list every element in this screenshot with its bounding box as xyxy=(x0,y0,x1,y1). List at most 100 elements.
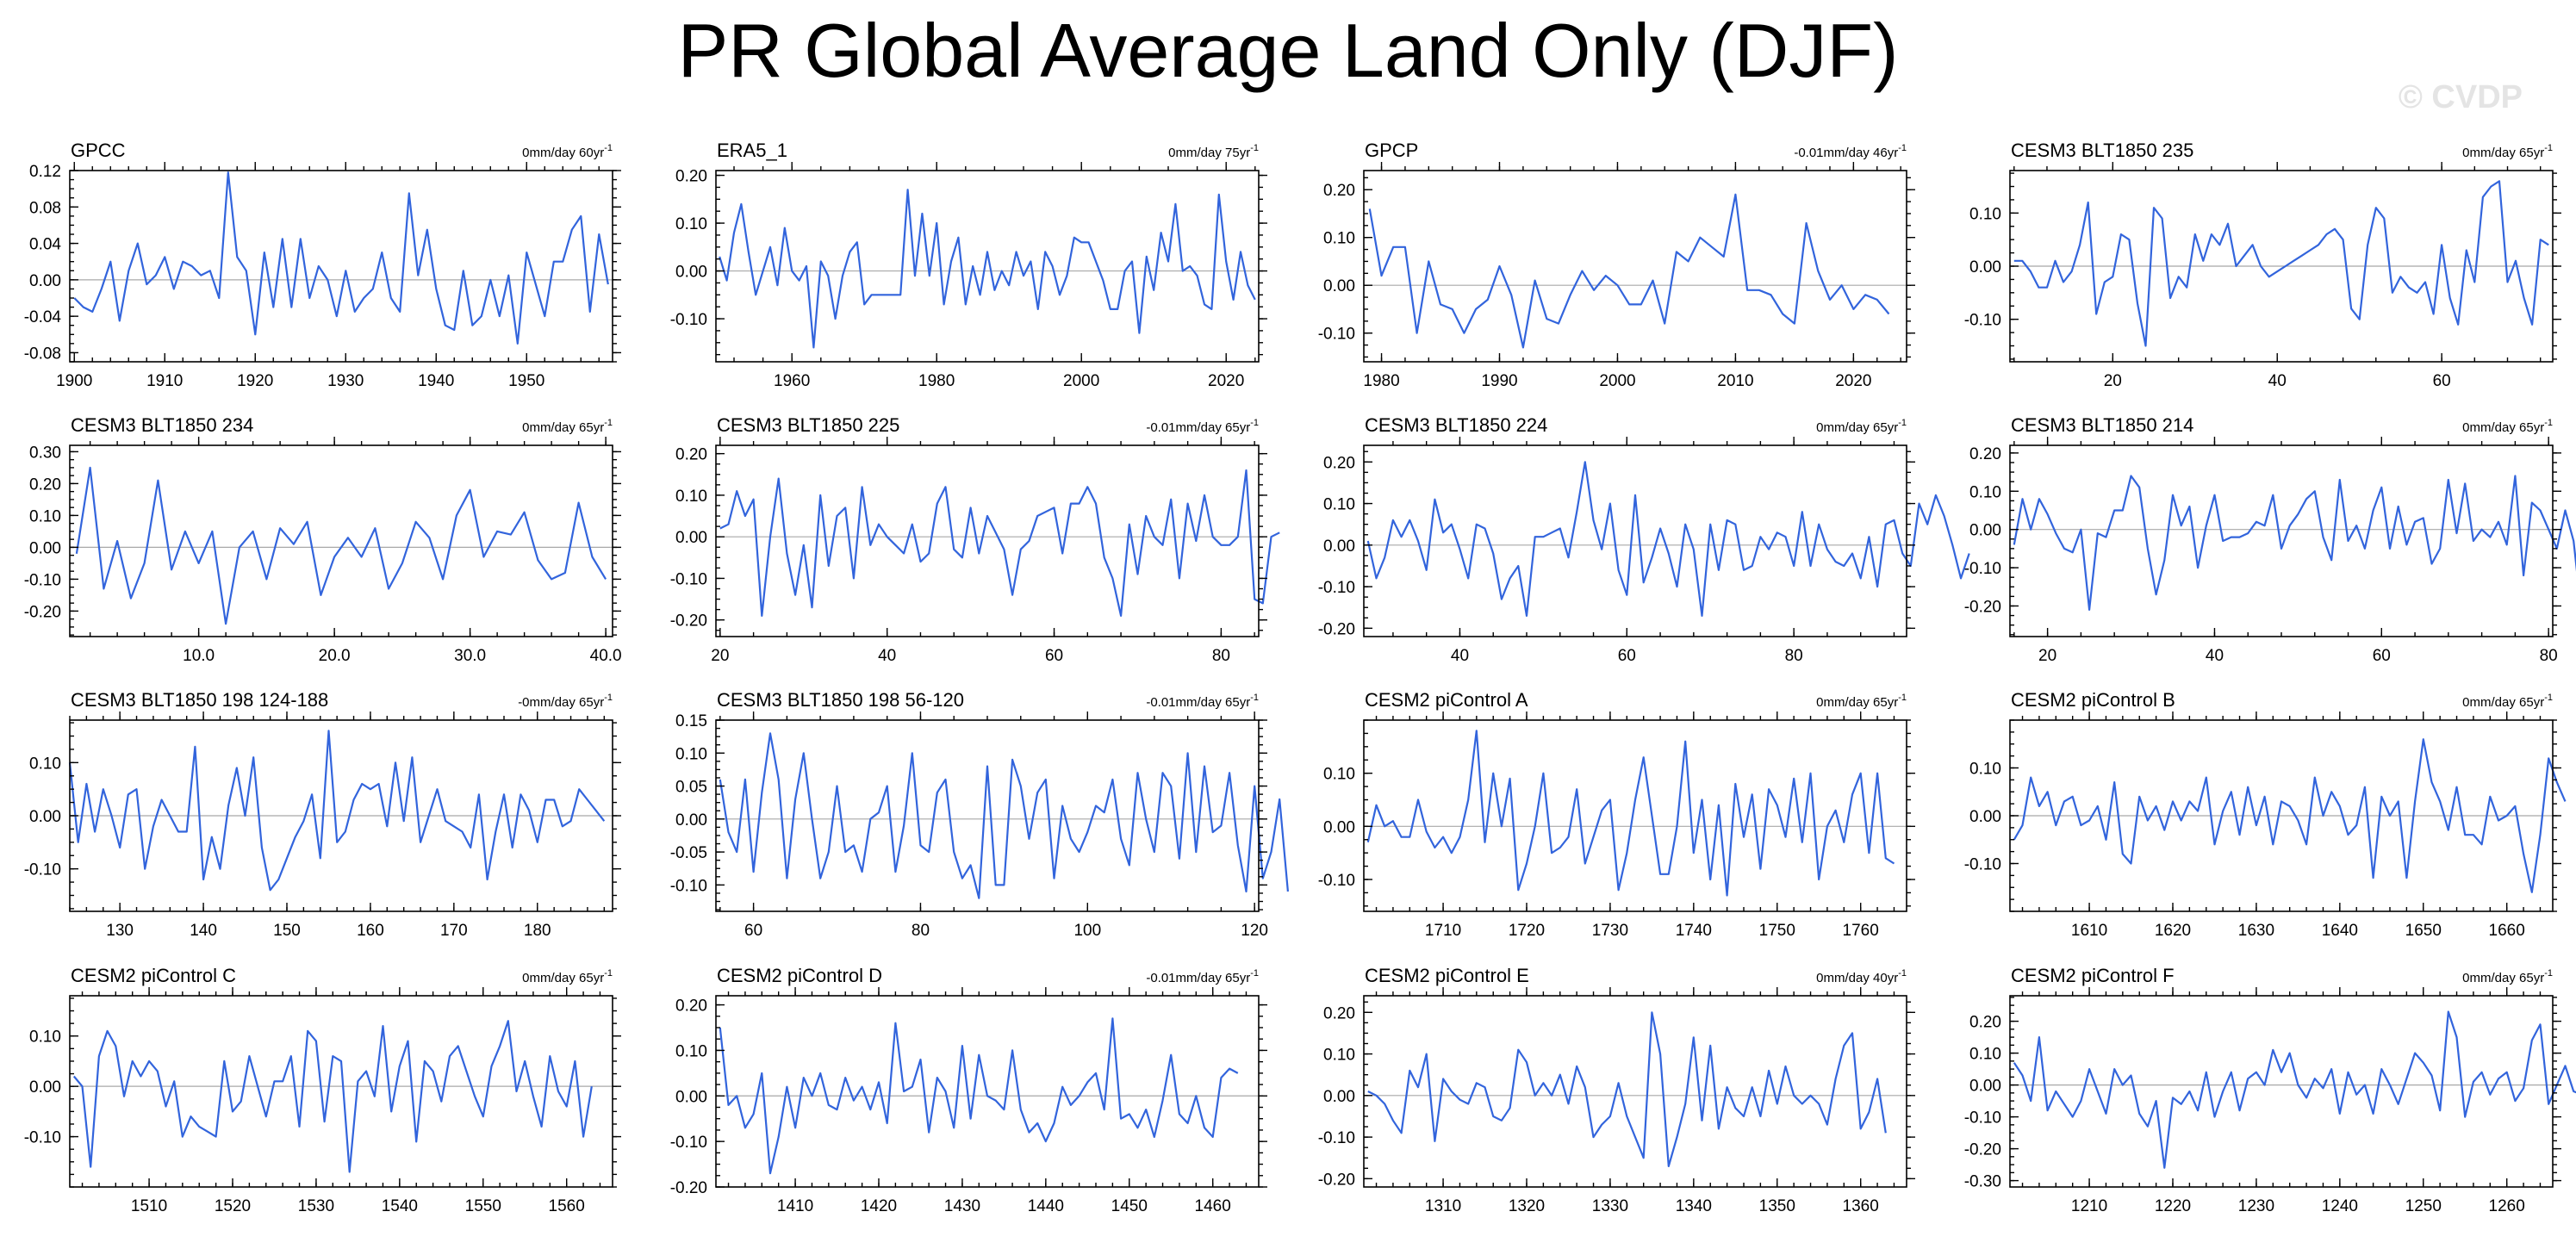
series-line xyxy=(2013,738,2567,893)
y-tick-label: -0.10 xyxy=(1964,1109,2001,1128)
panel-title: ERA5_1 xyxy=(717,140,787,161)
x-tick-label: 1350 xyxy=(1759,1197,1795,1215)
x-tick-label: 60 xyxy=(744,922,762,940)
y-tick-label: 0.00 xyxy=(675,1088,707,1106)
x-tick-label: 1260 xyxy=(2489,1197,2525,1215)
y-tick-label: 0.00 xyxy=(1969,1078,2001,1096)
x-tick-label: 60 xyxy=(2373,647,2391,665)
y-tick-label: 0.20 xyxy=(1323,1004,1355,1022)
axis-frame xyxy=(715,719,1260,912)
y-tick-label: 0.00 xyxy=(1323,1088,1355,1106)
panel: -0.10 0.00 0.10 0.20 1980 1990 2000 2010 2020 GPC… xyxy=(1318,140,1915,390)
x-tick-label: 180 xyxy=(524,922,551,940)
y-tick-label: -0.05 xyxy=(670,844,707,862)
x-tick-label: 80 xyxy=(2540,647,2558,665)
x-tick-label: 1990 xyxy=(1481,372,1517,390)
x-tick-label: 1730 xyxy=(1592,922,1628,940)
series-line xyxy=(75,466,607,625)
trend-value: -0.01mm/day 65yr xyxy=(1146,971,1250,985)
panel-title: CESM3 BLT1850 214 xyxy=(2011,414,2193,436)
y-tick-label: -0.10 xyxy=(24,1129,61,1147)
y-tick-label: -0.10 xyxy=(670,877,707,895)
x-tick-label: 40.0 xyxy=(590,647,622,665)
x-tick-label: 1920 xyxy=(237,372,273,390)
panel: -0.10 0.00 0.10 130 140 150 160 170 180 CESM3 BLT… xyxy=(24,689,621,940)
x-tick-label: 1940 xyxy=(418,372,454,390)
axis-frame xyxy=(69,444,613,637)
trend-unit-exponent: -1 xyxy=(1898,418,1907,428)
y-tick-label: 0.00 xyxy=(1323,818,1355,836)
y-tick-label: -0.10 xyxy=(24,571,61,589)
y-tick-label: 0.10 xyxy=(29,755,61,773)
x-tick-label: 1330 xyxy=(1592,1197,1628,1215)
y-tick-label: 0.00 xyxy=(675,811,707,830)
panel: -0.20 -0.10 0.00 0.10 0.20 1310 1320 1330 1340 13… xyxy=(1318,965,1915,1215)
y-tick-label: 0.20 xyxy=(1969,445,2001,463)
panel: -0.08 -0.04 0.00 0.04 0.08 0.12 1900 1910 1920 19… xyxy=(24,140,621,390)
y-tick-label: -0.10 xyxy=(1964,560,2001,578)
trend-unit-exponent: -1 xyxy=(2544,968,2553,979)
y-tick-label: 0.00 xyxy=(29,1078,61,1097)
series-line xyxy=(2013,180,2549,347)
y-tick-label: 0.12 xyxy=(29,163,61,181)
panel: -0.10 0.00 0.10 1710 1720 1730 1740 1750 1760 CES… xyxy=(1318,689,1915,940)
panel: -0.10 0.00 0.10 0.20 1960 1980 2000 2020 ERA5_1 0… xyxy=(670,140,1267,390)
y-tick-label: 0.20 xyxy=(675,997,707,1016)
y-tick-label: 0.20 xyxy=(1969,1014,2001,1032)
panel-title: CESM2 piControl D xyxy=(717,965,882,986)
x-tick-label: 1230 xyxy=(2238,1197,2274,1215)
x-tick-label: 2020 xyxy=(1835,372,1871,390)
axis-frame xyxy=(69,995,613,1188)
trend-value: 0mm/day 65yr xyxy=(1816,420,1898,435)
series-line xyxy=(1367,1011,1887,1168)
y-tick-label: 0.15 xyxy=(675,712,707,730)
panel-title: GPCP xyxy=(1365,140,1418,161)
x-tick-label: 1410 xyxy=(777,1197,813,1215)
trend-label: -0.01mm/day 65yr-1 xyxy=(1146,693,1259,710)
panel-title: CESM3 BLT1850 224 xyxy=(1365,414,1547,436)
panel-title: GPCC xyxy=(71,140,126,161)
y-tick-label: -0.10 xyxy=(1318,326,1355,344)
y-tick-label: 0.20 xyxy=(29,475,61,494)
y-tick-label: 0.00 xyxy=(29,539,61,557)
y-tick-label: 0.00 xyxy=(29,808,61,826)
trend-label: 0mm/day 65yr-1 xyxy=(1816,418,1907,435)
trend-unit-exponent: -1 xyxy=(604,968,613,979)
x-tick-label: 60 xyxy=(1045,647,1063,665)
trend-value: 0mm/day 65yr xyxy=(2462,420,2544,435)
trend-unit-exponent: -1 xyxy=(1250,418,1259,428)
panel: -0.20 -0.10 0.00 0.10 0.20 20 40 60 80 CESM3 BLT1… xyxy=(1964,414,2576,665)
y-tick-label: -0.20 xyxy=(1318,620,1355,638)
y-tick-label: -0.10 xyxy=(1964,312,2001,330)
y-tick-label: 0.00 xyxy=(1323,538,1355,556)
x-tick-label: 130 xyxy=(106,922,134,940)
y-tick-label: 0.10 xyxy=(1969,1046,2001,1064)
trend-label: 0mm/day 65yr-1 xyxy=(1816,693,1907,710)
x-tick-label: 140 xyxy=(190,922,217,940)
x-tick-label: 1440 xyxy=(1028,1197,1064,1215)
series-line xyxy=(1368,193,1890,349)
y-tick-label: -0.20 xyxy=(670,612,707,631)
trend-unit-exponent: -1 xyxy=(1898,693,1907,703)
y-tick-label: -0.10 xyxy=(1318,1129,1355,1147)
x-tick-label: 1980 xyxy=(1363,372,1399,390)
y-tick-label: 0.10 xyxy=(675,745,707,763)
y-tick-label: 0.10 xyxy=(1969,761,2001,779)
x-tick-label: 1210 xyxy=(2071,1197,2107,1215)
panel: -0.10 0.00 0.10 1610 1620 1630 1640 1650 1660 CES… xyxy=(1964,689,2567,940)
trend-value: 0mm/day 65yr xyxy=(1816,695,1898,710)
y-tick-label: 0.10 xyxy=(675,215,707,233)
panel: -0.20 -0.10 0.00 0.10 0.20 20 40 60 80 CESM3 BLT1… xyxy=(670,414,1280,665)
y-tick-label: 0.00 xyxy=(675,264,707,282)
x-tick-label: 10.0 xyxy=(183,647,215,665)
trend-value: -0.01mm/day 65yr xyxy=(1146,420,1250,435)
trend-value: -0mm/day 65yr xyxy=(518,695,604,710)
trend-value: -0.01mm/day 65yr xyxy=(1146,695,1250,710)
y-tick-label: 0.10 xyxy=(1323,496,1355,514)
trend-label: -0.01mm/day 46yr-1 xyxy=(1794,143,1907,160)
x-tick-label: 120 xyxy=(1241,922,1268,940)
x-tick-label: 1430 xyxy=(944,1197,980,1215)
y-tick-label: 0.10 xyxy=(1969,483,2001,501)
x-tick-label: 1540 xyxy=(382,1197,418,1215)
axis-frame xyxy=(715,444,1260,637)
